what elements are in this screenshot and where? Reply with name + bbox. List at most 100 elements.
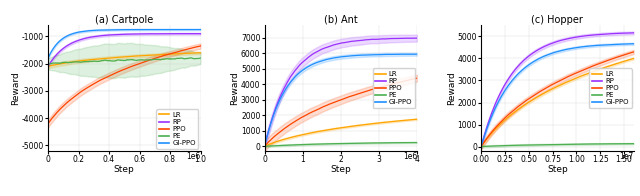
PPO	[127, 66, 134, 68]
PPO	[626, 52, 634, 54]
LR	[127, 55, 134, 58]
PPO	[413, 77, 421, 79]
RP	[568, 37, 576, 39]
GI-PPO	[260, 145, 268, 147]
Line: RP: RP	[264, 38, 417, 146]
Line: GI-PPO: GI-PPO	[481, 44, 634, 147]
PPO	[334, 100, 342, 102]
LR	[196, 52, 204, 54]
GI-PPO	[477, 145, 485, 148]
PPO	[410, 78, 417, 80]
Line: LR: LR	[48, 53, 200, 66]
LR	[135, 55, 143, 57]
LR	[169, 53, 177, 55]
PPO	[560, 78, 568, 80]
Title: (c) Hopper: (c) Hopper	[531, 15, 583, 25]
Legend: LR, RP, PPO, PE, GI-PPO: LR, RP, PPO, PE, GI-PPO	[156, 109, 198, 149]
Line: PPO: PPO	[481, 52, 634, 147]
PPO	[386, 84, 394, 86]
RP	[118, 33, 125, 35]
RP	[550, 41, 558, 44]
RP	[196, 33, 204, 35]
RP	[135, 33, 143, 35]
RP	[193, 33, 201, 35]
GI-PPO	[196, 28, 204, 31]
Line: PE: PE	[264, 142, 417, 146]
PE	[127, 59, 134, 61]
LR	[343, 126, 351, 128]
PE	[550, 143, 557, 146]
PE	[117, 59, 125, 62]
LR	[413, 118, 421, 120]
RP	[351, 40, 359, 42]
PE	[45, 63, 53, 65]
PPO	[477, 145, 485, 148]
Title: (a) Cartpole: (a) Cartpole	[95, 15, 154, 25]
GI-PPO	[351, 54, 359, 57]
GI-PPO	[410, 53, 417, 55]
GI-PPO	[560, 49, 568, 51]
PPO	[169, 52, 177, 54]
Line: LR: LR	[481, 58, 634, 147]
GI-PPO	[568, 47, 576, 50]
GI-PPO	[193, 28, 201, 31]
RP	[602, 33, 610, 35]
PE	[333, 142, 341, 145]
PE	[550, 143, 558, 146]
PE	[334, 142, 342, 145]
RP	[334, 43, 342, 45]
PPO	[630, 51, 637, 53]
PE	[118, 59, 125, 61]
PPO	[196, 45, 204, 47]
PE	[351, 142, 359, 144]
RP	[260, 145, 268, 147]
Legend: LR, RP, PPO, PE, GI-PPO: LR, RP, PPO, PE, GI-PPO	[589, 68, 632, 108]
X-axis label: Step: Step	[330, 165, 351, 174]
RP	[626, 32, 634, 34]
RP	[127, 33, 134, 35]
PE	[568, 143, 576, 145]
LR	[260, 145, 268, 147]
LR	[410, 118, 417, 121]
RP	[630, 32, 637, 34]
LR	[116, 56, 124, 58]
RP	[386, 37, 394, 40]
Line: PPO: PPO	[264, 78, 417, 146]
GI-PPO	[630, 43, 637, 45]
LR	[626, 58, 634, 61]
Y-axis label: Reward: Reward	[11, 71, 20, 105]
LR	[193, 52, 201, 54]
RP	[410, 37, 417, 39]
PE	[187, 57, 195, 59]
PE	[413, 141, 421, 144]
GI-PPO	[44, 57, 52, 59]
PE	[194, 57, 202, 60]
GI-PPO	[334, 56, 342, 58]
LR	[386, 121, 394, 123]
PPO	[602, 60, 610, 62]
RP	[477, 145, 485, 148]
LR	[550, 87, 557, 89]
RP	[333, 43, 341, 45]
LR	[118, 56, 125, 58]
GI-PPO	[626, 43, 634, 45]
GI-PPO	[169, 28, 177, 31]
Text: 1e6: 1e6	[403, 152, 417, 161]
Text: 1e6: 1e6	[186, 152, 200, 161]
PE	[477, 145, 485, 148]
Title: (b) Ant: (b) Ant	[324, 15, 358, 25]
PPO	[260, 145, 268, 147]
X-axis label: Step: Step	[547, 165, 568, 174]
X-axis label: Step: Step	[114, 165, 134, 174]
PE	[343, 142, 351, 145]
PPO	[333, 100, 341, 102]
LR	[44, 65, 52, 67]
PE	[630, 142, 637, 145]
GI-PPO	[333, 56, 341, 59]
PPO	[550, 82, 558, 85]
Line: PE: PE	[481, 144, 634, 146]
Line: GI-PPO: GI-PPO	[264, 54, 417, 146]
GI-PPO	[196, 28, 204, 31]
PPO	[116, 70, 124, 72]
Line: PE: PE	[48, 58, 200, 64]
